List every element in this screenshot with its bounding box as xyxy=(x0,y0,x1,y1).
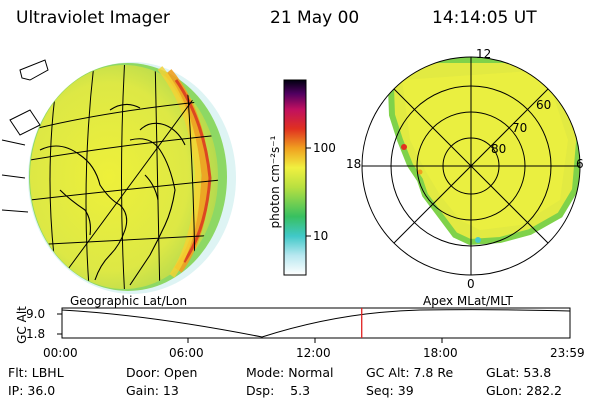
date-label: 21 May 00 xyxy=(270,8,360,28)
mlt-label-12: 12 xyxy=(476,47,492,61)
lat-label-70: 70 xyxy=(512,121,528,135)
info-gain: Gain: 13 xyxy=(126,383,179,398)
timeline-right-label: Apex MLat/MLT xyxy=(423,294,513,308)
timeline-left-label: Geographic Lat/Lon xyxy=(70,294,188,308)
timeline-xtick-1800: 18:00 xyxy=(423,346,458,360)
info-filter: Flt: LBHL xyxy=(8,365,64,380)
altitude-curve xyxy=(61,309,571,338)
colorbar-tick-10: 10 xyxy=(313,229,329,243)
info-seq: Seq: 39 xyxy=(366,383,414,398)
colorbar-tick-100: 100 xyxy=(313,141,336,155)
mlt-label-0: 0 xyxy=(467,277,475,291)
colorbar xyxy=(283,79,311,276)
timeline-plot xyxy=(57,307,571,343)
info-mode: Mode: Normal xyxy=(246,365,334,380)
timeline-ytick-9: 9.0 xyxy=(26,307,46,321)
earth-disk-image xyxy=(1,59,236,294)
lat-label-80: 80 xyxy=(491,142,507,156)
timeline-ytick-1.8: 1.8 xyxy=(26,327,46,341)
colorbar-unit-label: photon cm⁻²s⁻¹ xyxy=(268,135,282,229)
timeline-xtick-0000: 00:00 xyxy=(43,346,78,360)
info-glat: GLat: 53.8 xyxy=(486,365,552,380)
timeline-xtick-2359: 23:59 xyxy=(550,346,585,360)
info-glon: GLon: 282.2 xyxy=(486,383,562,398)
lat-label-60: 60 xyxy=(536,98,552,112)
polar-plot xyxy=(361,56,581,276)
info-gc-alt: GC Alt: 7.8 Re xyxy=(366,365,454,380)
mlt-label-6: 6 xyxy=(576,157,584,171)
mlt-label-18: 18 xyxy=(346,157,362,171)
timeline-xtick-0600: 06:00 xyxy=(169,346,204,360)
timeline-xtick-1200: 12:00 xyxy=(296,346,331,360)
time-label: 14:14:05 UT xyxy=(432,8,537,28)
app-title: Ultraviolet Imager xyxy=(16,8,170,28)
info-ip: IP: 36.0 xyxy=(8,383,56,398)
info-door: Door: Open xyxy=(126,365,198,380)
info-dsp: Dsp: 5.3 xyxy=(246,383,311,398)
